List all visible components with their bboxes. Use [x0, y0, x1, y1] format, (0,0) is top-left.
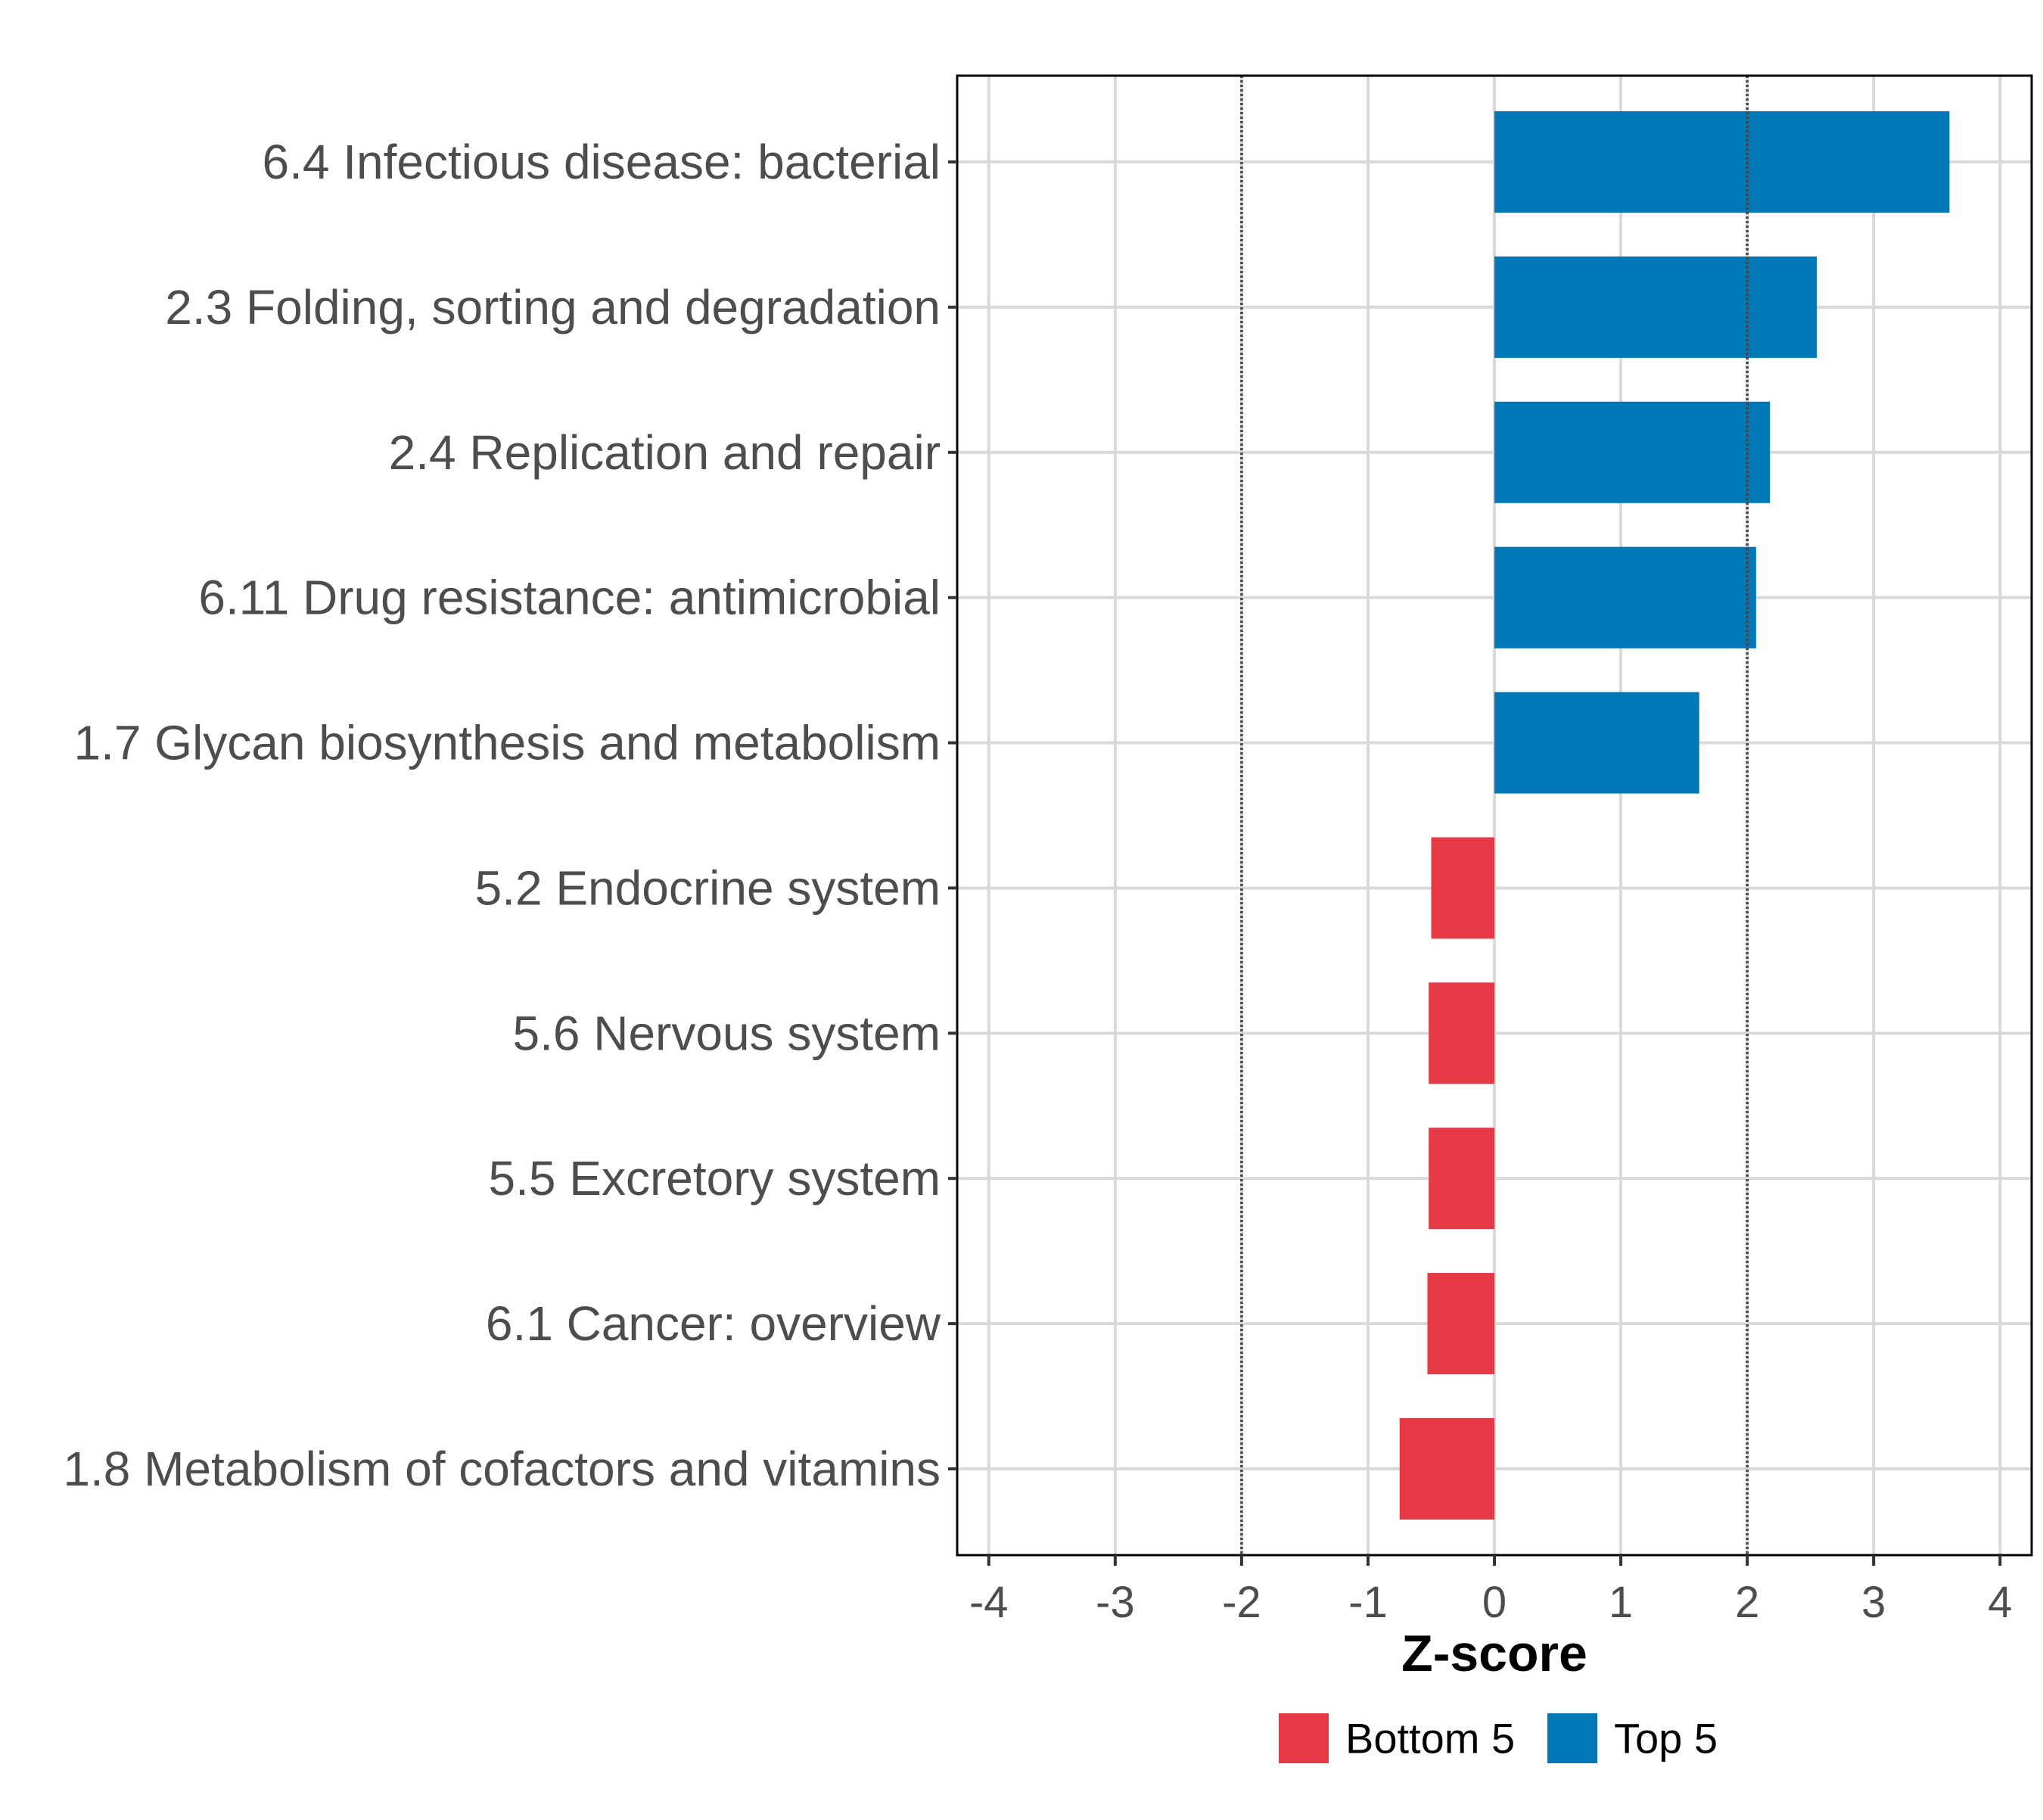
bar-bottom	[1429, 982, 1494, 1084]
bar-top	[1494, 401, 1771, 503]
y-tick-label: 5.2 Endocrine system	[475, 860, 941, 915]
x-tick-label: 2	[1735, 1578, 1759, 1627]
x-tick-label: 0	[1482, 1578, 1507, 1627]
y-tick-label: 2.3 Folding, sorting and degradation	[165, 280, 941, 334]
y-tick-label: 2.4 Replication and repair	[389, 425, 941, 480]
x-tick-label: -3	[1096, 1578, 1135, 1627]
legend-label-top: Top 5	[1614, 1715, 1718, 1762]
bar-top	[1494, 256, 1817, 358]
bar-bottom	[1427, 1273, 1494, 1375]
x-tick-label: -4	[969, 1578, 1009, 1627]
y-tick-label: 6.1 Cancer: overview	[486, 1296, 941, 1351]
bar-bottom	[1431, 837, 1494, 939]
legend-key-top	[1547, 1713, 1597, 1763]
legend-label-bottom: Bottom 5	[1345, 1715, 1515, 1762]
y-tick-label: 5.6 Nervous system	[512, 1006, 941, 1060]
y-tick-label: 5.5 Excretory system	[489, 1151, 941, 1206]
y-tick-label: 1.8 Metabolism of cofactors and vitamins	[63, 1442, 941, 1496]
x-tick-label: -1	[1348, 1578, 1388, 1627]
x-tick-label: 3	[1861, 1578, 1886, 1627]
bar-top	[1494, 546, 1756, 649]
bar-top	[1494, 111, 1950, 213]
x-tick-label: 1	[1609, 1578, 1633, 1627]
y-tick-label: 6.4 Infectious disease: bacterial	[262, 135, 941, 189]
y-tick-label: 1.7 Glycan biosynthesis and metabolism	[74, 716, 941, 770]
y-tick-label: 6.11 Drug resistance: antimicrobial	[198, 571, 941, 625]
bar-bottom	[1429, 1128, 1494, 1230]
x-axis-title: Z-score	[1401, 1625, 1587, 1682]
x-tick-label: -2	[1222, 1578, 1261, 1627]
bar-bottom	[1399, 1418, 1494, 1520]
x-tick-label: 4	[1988, 1578, 2012, 1627]
bar-top	[1494, 692, 1699, 794]
legend-key-bottom	[1279, 1713, 1329, 1763]
